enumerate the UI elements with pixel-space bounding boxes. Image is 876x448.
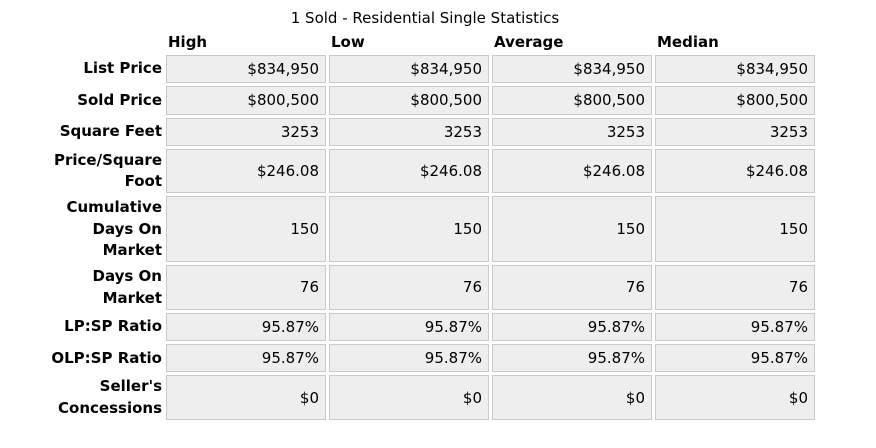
cell-lp-sp-low: 95.87% [329,312,489,342]
column-header-high: High [168,33,208,51]
row-label: Price/Square Foot [54,150,162,191]
cell-cdom-high: 150 [166,196,326,263]
cell-list-price-median: $834,950 [655,55,815,84]
table-row-days-on-market: Days On Market 76 76 76 76 [3,265,815,310]
statistics-table: High Low Average Median List Price $834,… [0,29,818,423]
cell-square-feet-median: 3253 [655,117,815,146]
cell-olp-sp-low: 95.87% [329,344,489,373]
cell-dom-high: 76 [166,265,326,310]
row-label: Cumulative Days On Market [66,198,162,259]
table-row-list-price: List Price $834,950 $834,950 $834,950 $8… [3,55,815,84]
cell-olp-sp-median: 95.87% [655,344,815,373]
row-label: OLP:SP Ratio [51,348,162,367]
cell-cdom-average: 150 [492,196,652,263]
cell-square-feet-low: 3253 [329,117,489,146]
cell-olp-sp-high: 95.87% [166,344,326,373]
page-title: 1 Sold - Residential Single Statistics [290,9,560,27]
row-label: Sold Price [77,90,162,109]
cell-concessions-low: $0 [329,375,489,420]
cell-cdom-low: 150 [329,196,489,263]
column-header-average: Average [494,33,564,51]
row-label: Square Feet [59,121,162,140]
cell-sold-price-high: $800,500 [166,86,326,115]
cell-lp-sp-high: 95.87% [166,312,326,342]
cell-list-price-average: $834,950 [492,55,652,84]
cell-price-per-sqft-high: $246.08 [166,148,326,194]
table-row-price-per-square-foot: Price/Square Foot $246.08 $246.08 $246.0… [3,148,815,194]
cell-concessions-high: $0 [166,375,326,420]
row-label: List Price [83,59,162,78]
cell-square-feet-high: 3253 [166,117,326,146]
table-row-sellers-concessions: Seller's Concessions $0 $0 $0 $0 [3,375,815,420]
cell-concessions-average: $0 [492,375,652,420]
cell-sold-price-median: $800,500 [655,86,815,115]
cell-price-per-sqft-median: $246.08 [655,148,815,194]
cell-lp-sp-average: 95.87% [492,312,652,342]
cell-olp-sp-average: 95.87% [492,344,652,373]
cell-dom-low: 76 [329,265,489,310]
table-row-olp-sp-ratio: OLP:SP Ratio 95.87% 95.87% 95.87% 95.87% [3,344,815,373]
header-row: High Low Average Median [3,32,815,52]
cell-sold-price-low: $800,500 [329,86,489,115]
cell-lp-sp-median: 95.87% [655,312,815,342]
column-header-low: Low [331,33,365,51]
table-row-sold-price: Sold Price $800,500 $800,500 $800,500 $8… [3,86,815,115]
row-label: LP:SP Ratio [64,317,162,336]
cell-price-per-sqft-average: $246.08 [492,148,652,194]
cell-square-feet-average: 3253 [492,117,652,146]
row-label: Days On Market [92,267,162,307]
cell-dom-average: 76 [492,265,652,310]
table-row-cumulative-days-on-market: Cumulative Days On Market 150 150 150 15… [3,196,815,263]
cell-list-price-low: $834,950 [329,55,489,84]
column-header-median: Median [657,33,719,51]
cell-price-per-sqft-low: $246.08 [329,148,489,194]
cell-dom-median: 76 [655,265,815,310]
cell-concessions-median: $0 [655,375,815,420]
cell-cdom-median: 150 [655,196,815,263]
row-label: Seller's Concessions [58,377,162,417]
cell-list-price-high: $834,950 [166,55,326,84]
cell-sold-price-average: $800,500 [492,86,652,115]
corner-cell [3,32,163,52]
table-row-lp-sp-ratio: LP:SP Ratio 95.87% 95.87% 95.87% 95.87% [3,312,815,342]
table-row-square-feet: Square Feet 3253 3253 3253 3253 [3,117,815,146]
